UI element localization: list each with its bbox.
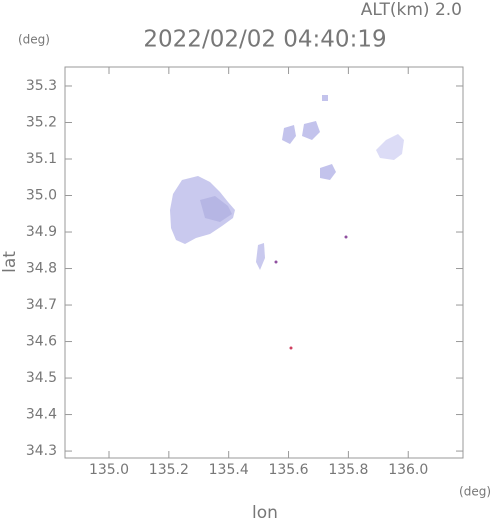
y-axis-label: lat [0,251,20,273]
echoes [170,95,404,350]
echo [274,260,278,264]
y-tick-label: 35.1 [26,151,57,167]
y-tick-label: 34.6 [26,334,57,350]
x-tick-label: 135.2 [149,462,189,478]
echo [376,134,404,160]
x-axis-label: lon [252,503,278,521]
x-tick-label: 135.6 [268,462,308,478]
echo [344,235,348,239]
y-tick-label: 34.9 [26,224,57,240]
y-tick-label: 34.8 [26,261,57,277]
x-unit: (deg) [459,485,491,499]
echo [289,346,293,350]
y-tick-label: 34.7 [26,297,57,313]
y-tick-label: 34.5 [26,370,57,386]
echo [322,95,328,101]
y-tick-label: 35.3 [26,78,57,94]
chart-subtitle: ALT(km) 2.0 [361,0,462,20]
x-tick-label: 136.0 [388,462,428,478]
echo [302,121,320,140]
echo [170,176,235,244]
y-unit: (deg) [18,33,50,47]
y-tick-label: 35.2 [26,114,57,130]
chart-title: 2022/02/02 04:40:19 [143,27,386,53]
x-tick-label: 135.4 [209,462,249,478]
y-tick-label: 34.3 [26,443,57,459]
plot-frame [64,66,464,459]
y-tick-label: 35.0 [26,188,57,204]
echo [282,125,296,144]
x-tick-label: 135.8 [328,462,368,478]
echo [256,243,265,270]
x-tick-label: 135.0 [89,462,129,478]
echo [320,164,336,180]
y-tick-label: 34.4 [26,407,57,423]
echo [200,196,232,222]
